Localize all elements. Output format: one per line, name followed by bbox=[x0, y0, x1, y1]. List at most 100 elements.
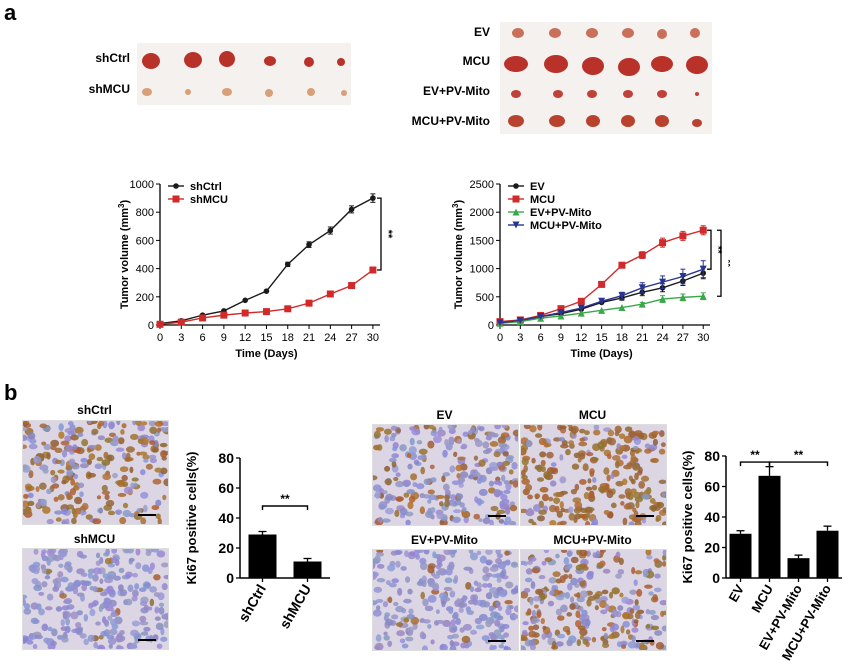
x-tick-label: 21 bbox=[636, 332, 648, 344]
cell-nucleus bbox=[528, 639, 537, 646]
tumor-photo-right-svg bbox=[504, 28, 708, 127]
photo-label-mcu: MCU bbox=[462, 54, 490, 68]
cell-nucleus bbox=[618, 494, 626, 499]
cell-nucleus bbox=[148, 606, 153, 611]
cell-nucleus bbox=[567, 582, 573, 591]
cell-nucleus bbox=[455, 464, 463, 472]
cell-nucleus bbox=[476, 550, 482, 556]
cell-nucleus bbox=[521, 458, 529, 466]
cell-nucleus bbox=[60, 626, 68, 632]
cell-nucleus bbox=[478, 613, 488, 622]
cell-nucleus bbox=[107, 510, 116, 516]
cell-nucleus bbox=[96, 644, 106, 649]
cell-nucleus bbox=[115, 634, 124, 643]
cell-nucleus bbox=[582, 463, 589, 472]
x-tick-label: 18 bbox=[282, 332, 294, 344]
cell-nucleus bbox=[116, 645, 125, 649]
x-tick-label: 3 bbox=[178, 332, 184, 344]
cell-nucleus bbox=[521, 478, 530, 485]
cell-nucleus bbox=[450, 619, 456, 626]
cell-nucleus bbox=[599, 560, 606, 567]
cell-nucleus bbox=[373, 586, 383, 593]
micro-shctrl-image bbox=[23, 421, 168, 524]
cell-nucleus bbox=[376, 605, 381, 611]
cell-nucleus bbox=[61, 605, 70, 611]
significance-bracket bbox=[739, 461, 771, 467]
cell-nucleus bbox=[149, 598, 155, 607]
bar-shMCU bbox=[293, 561, 322, 578]
cell-nucleus bbox=[568, 506, 574, 514]
cell-nucleus bbox=[453, 451, 458, 457]
cell-nucleus bbox=[639, 642, 645, 647]
cell-nucleus bbox=[584, 430, 590, 436]
cell-nucleus bbox=[65, 444, 73, 453]
significance-bracket bbox=[377, 197, 382, 271]
cell-nucleus bbox=[478, 488, 488, 497]
cell-nucleus bbox=[101, 459, 111, 466]
cell-nucleus bbox=[635, 641, 641, 648]
cell-nucleus bbox=[43, 637, 50, 643]
cell-nucleus bbox=[147, 567, 153, 575]
cell-nucleus bbox=[653, 587, 662, 593]
cell-nucleus bbox=[107, 615, 113, 621]
cell-nucleus bbox=[513, 614, 518, 619]
x-tick-label-MCU: MCU bbox=[748, 582, 776, 615]
cell-nucleus bbox=[528, 625, 534, 631]
cell-nucleus bbox=[420, 591, 426, 600]
cell-nucleus bbox=[513, 605, 518, 613]
cell-nucleus bbox=[506, 455, 514, 460]
cell-nucleus bbox=[521, 629, 528, 636]
cell-nucleus bbox=[422, 598, 429, 607]
cell-nucleus bbox=[412, 482, 418, 488]
cell-nucleus bbox=[142, 564, 150, 572]
cell-nucleus bbox=[118, 567, 125, 574]
cell-nucleus bbox=[458, 607, 464, 613]
cell-nucleus bbox=[585, 486, 593, 491]
cell-nucleus bbox=[452, 516, 461, 523]
cell-nucleus bbox=[631, 517, 638, 522]
cell-nucleus bbox=[413, 459, 420, 465]
cell-nucleus bbox=[407, 463, 413, 470]
cell-nucleus bbox=[107, 637, 117, 646]
cell-nucleus bbox=[160, 467, 168, 475]
cell-nucleus bbox=[85, 514, 93, 520]
cell-nucleus bbox=[104, 557, 111, 565]
cell-nucleus bbox=[603, 632, 609, 640]
cell-nucleus bbox=[57, 469, 65, 474]
legend-marker bbox=[512, 195, 520, 203]
cell-nucleus bbox=[653, 558, 660, 563]
cell-nucleus bbox=[419, 506, 426, 515]
cell-nucleus bbox=[36, 603, 42, 611]
data-point bbox=[638, 284, 646, 292]
cell-nucleus bbox=[556, 633, 566, 639]
data-point bbox=[262, 308, 270, 316]
y-tick-label: 500 bbox=[476, 292, 494, 304]
cell-nucleus bbox=[494, 490, 501, 498]
cell-nucleus bbox=[391, 578, 400, 584]
cell-nucleus bbox=[620, 625, 625, 634]
cell-nucleus bbox=[658, 479, 666, 484]
y-tick-label: 0 bbox=[488, 320, 494, 332]
cell-nucleus bbox=[586, 507, 595, 512]
cell-nucleus bbox=[61, 479, 67, 485]
cell-nucleus bbox=[376, 444, 383, 451]
cell-nucleus bbox=[555, 594, 565, 601]
cell-nucleus bbox=[385, 507, 394, 515]
cell-nucleus bbox=[662, 507, 666, 514]
cell-nucleus bbox=[542, 625, 547, 631]
cell-nucleus bbox=[456, 493, 464, 500]
legend-marker bbox=[513, 183, 519, 189]
cell-nucleus bbox=[452, 611, 459, 620]
cell-nucleus bbox=[71, 507, 76, 515]
cell-nucleus bbox=[148, 421, 156, 427]
cell-nucleus bbox=[634, 430, 643, 437]
cell-nucleus bbox=[603, 509, 610, 515]
cell-nucleus bbox=[611, 609, 619, 618]
cell-nucleus bbox=[98, 421, 105, 427]
cell-nucleus bbox=[58, 431, 65, 439]
cell-nucleus bbox=[588, 490, 595, 499]
cell-nucleus bbox=[63, 597, 73, 604]
cell-nucleus bbox=[435, 570, 442, 576]
cell-nucleus bbox=[374, 491, 381, 499]
cell-nucleus bbox=[451, 480, 461, 486]
